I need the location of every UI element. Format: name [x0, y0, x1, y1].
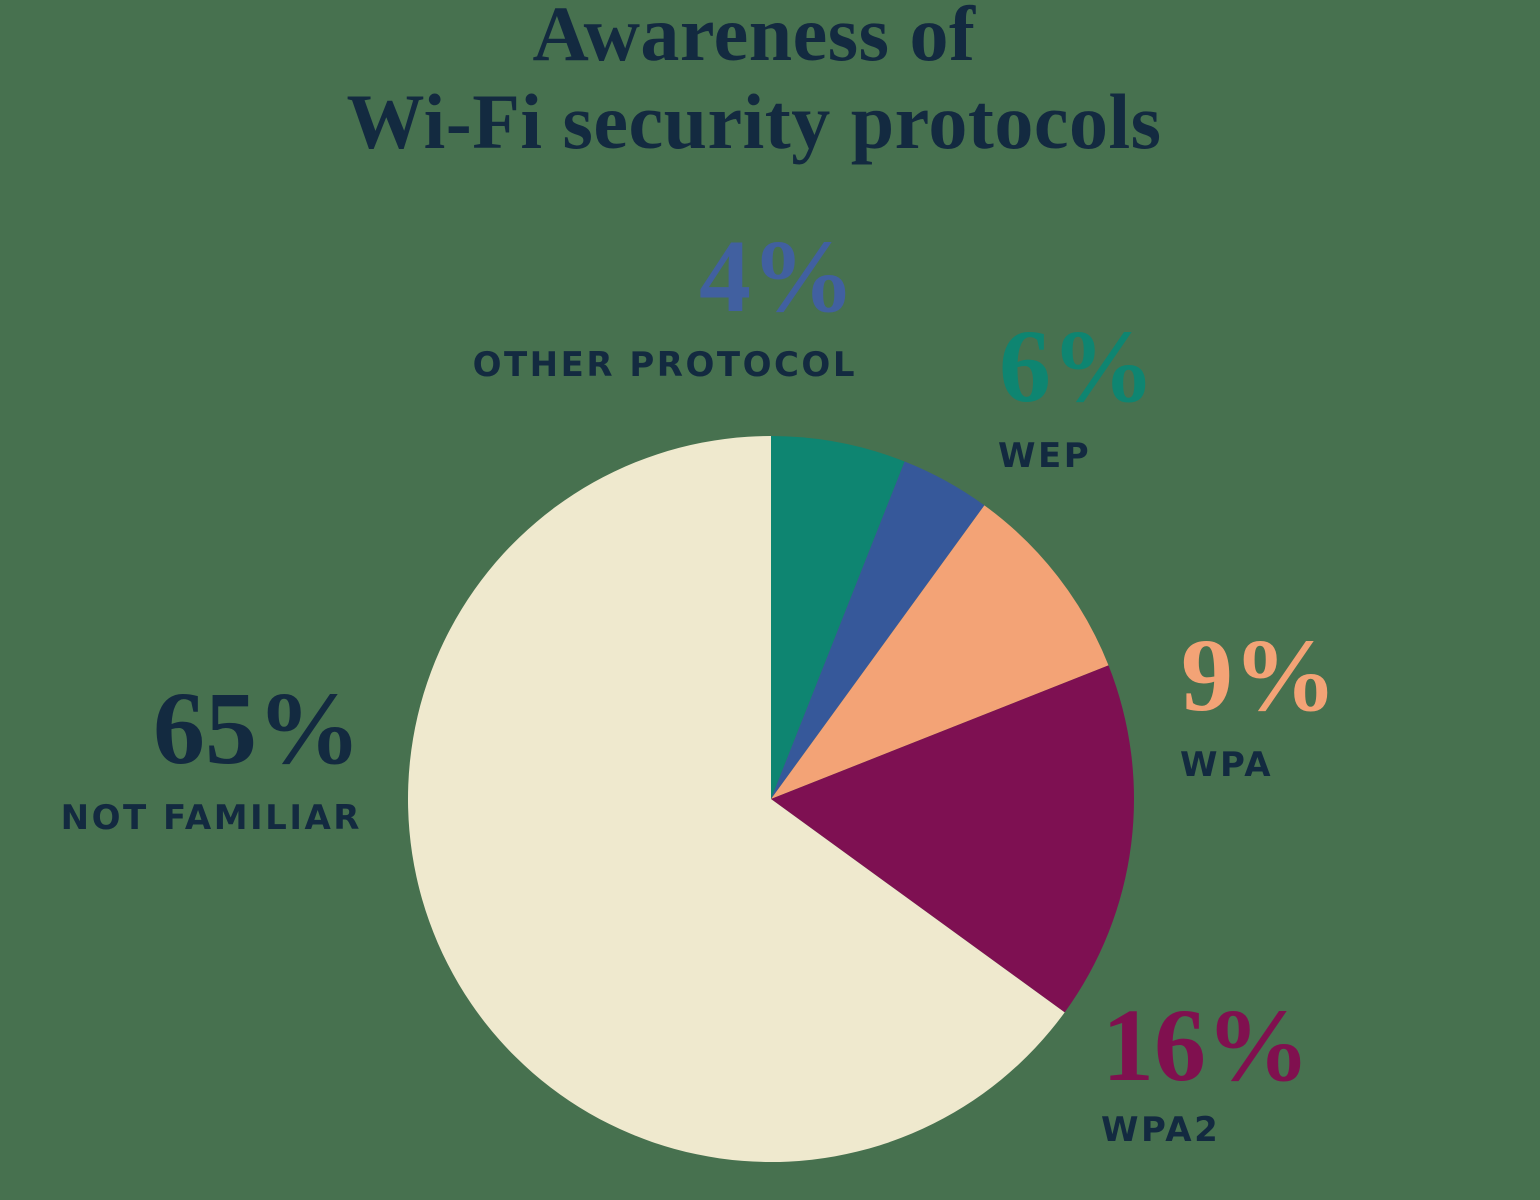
- pie-slice-not-familiar: [407, 436, 1065, 1162]
- slice-name-wpa2: WPA2: [1101, 1110, 1221, 1150]
- pie-slice-other-protocol: [771, 461, 985, 799]
- chart-title-line2: Wi-Fi security protocols: [346, 78, 1162, 165]
- chart-title: Awareness of Wi-Fi security protocols: [0, 0, 1524, 166]
- percent-label-wpa: 9%: [1181, 618, 1337, 733]
- slice-name-wpa: WPA: [1180, 745, 1274, 785]
- pie-slice-wpa2: [771, 665, 1135, 1013]
- percent-label-wpa2: 16%: [1102, 988, 1310, 1103]
- percent-label-not-familiar: 65%: [153, 671, 361, 786]
- slice-name-not-familiar: NOT FAMILIAR: [60, 798, 362, 838]
- slice-name-wep: WEP: [998, 436, 1092, 476]
- slice-name-other-protocol: OTHER PROTOCOL: [472, 345, 857, 385]
- percent-label-wep: 6%: [999, 309, 1155, 424]
- chart-title-line1: Awareness of: [532, 0, 976, 77]
- percent-label-other-protocol: 4%: [699, 219, 855, 334]
- pie-slice-wpa: [771, 505, 1109, 799]
- pie-slice-wep: [771, 436, 905, 799]
